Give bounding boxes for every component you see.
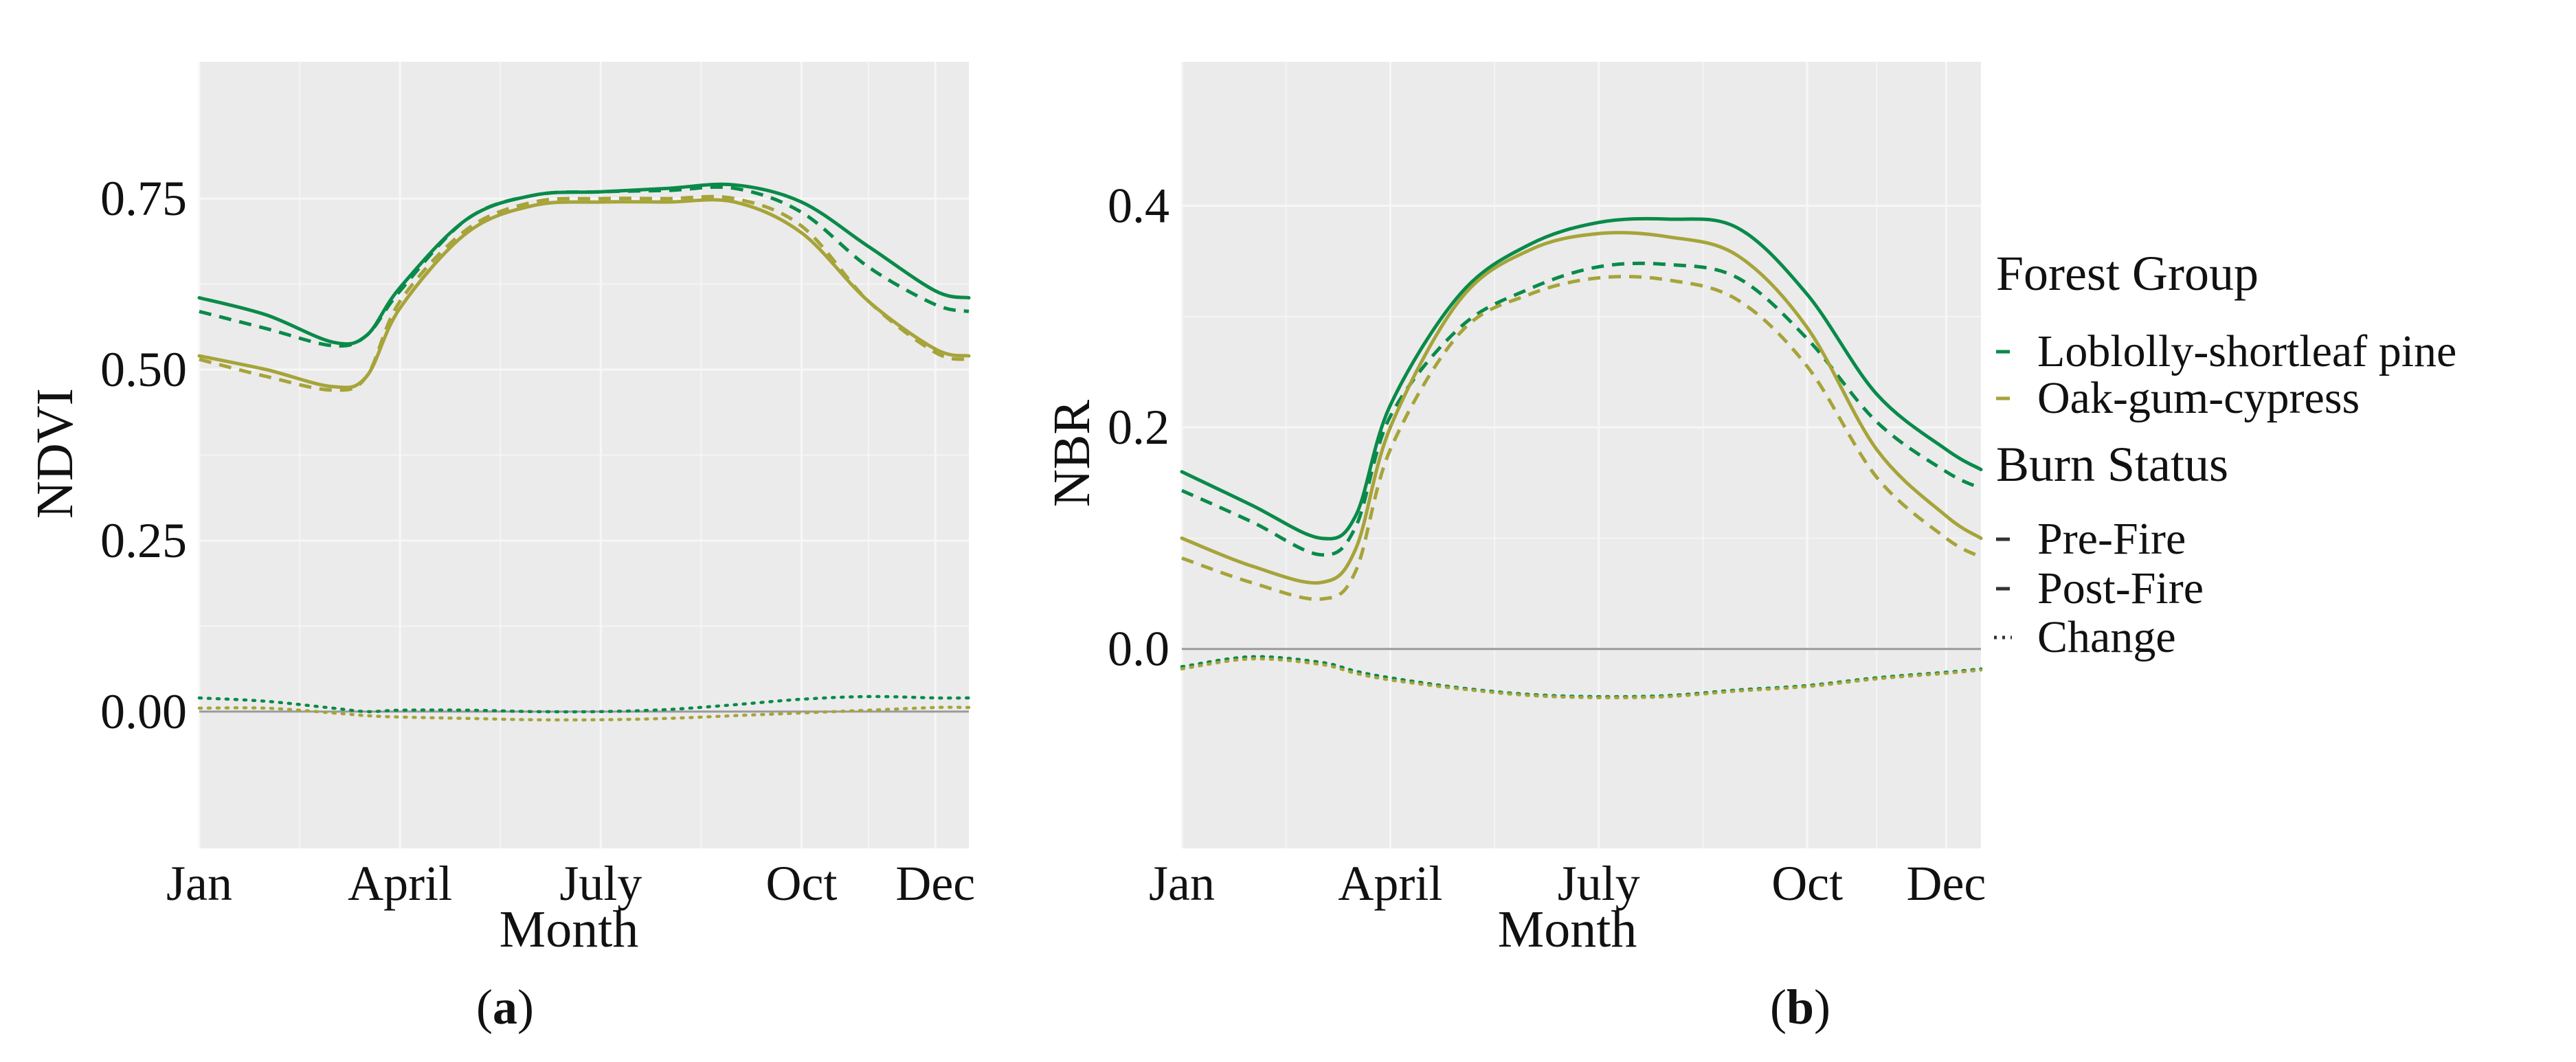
nbr-y-axis-title: NBR [1043, 400, 1101, 508]
ndvi-y-tick-label: 0.25 [100, 513, 187, 568]
legend-label-loblolly: Loblolly-shortleaf pine [2037, 326, 2456, 376]
ndvi-panel: 0.00 0.25 0.50 0.75 Jan April July Oct Dec Mont… [26, 62, 975, 1035]
nbr-x-tick-label: Oct [1771, 856, 1843, 911]
legend-label-pre-fire: Pre-Fire [2037, 514, 2186, 564]
ndvi-y-tick-label: 0.00 [100, 684, 187, 739]
legend-label-change: Change [2037, 612, 2176, 662]
nbr-x-axis-title: Month [1498, 901, 1637, 958]
ndvi-x-tick-label: Oct [766, 856, 838, 911]
nbr-panel: 0.0 0.2 0.4 Jan April July Oct Dec Month NBR (… [1043, 62, 1986, 1035]
nbr-x-tick-label: Dec [1906, 856, 1986, 911]
nbr-x-tick-label: Jan [1149, 856, 1215, 911]
ndvi-panel-caption: (a) [476, 980, 534, 1035]
legend-label-oak: Oak-gum-cypress [2037, 373, 2360, 423]
nbr-y-tick-label: 0.2 [1108, 400, 1169, 455]
ndvi-x-tick-label: April [348, 856, 452, 911]
nbr-x-tick-label: July [1558, 856, 1640, 911]
ndvi-series-loblolly-prefire [197, 182, 971, 346]
ndvi-y-axis-title: NDVI [26, 388, 84, 519]
nbr-x-tick-label: April [1338, 856, 1442, 911]
ndvi-x-tick-label: July [559, 856, 642, 911]
nbr-panel-caption: (b) [1770, 980, 1830, 1035]
nbr-y-tick-label: 0.4 [1108, 179, 1169, 234]
legend-burn-status-title: Burn Status [1996, 437, 2228, 492]
legend-forest-group-title: Forest Group [1996, 246, 2259, 301]
nbr-series-loblolly-prefire [1180, 216, 1983, 541]
nbr-series-group [1180, 216, 1983, 700]
nbr-series-loblolly-postfire [1180, 261, 1982, 557]
nbr-y-tick-labels: 0.0 0.2 0.4 [1108, 179, 1169, 677]
ndvi-series-group [197, 182, 971, 722]
ndvi-y-tick-label: 0.75 [100, 171, 187, 226]
ndvi-x-axis-title: Month [500, 901, 639, 958]
nbr-gridlines [1180, 62, 1981, 848]
nbr-y-tick-label: 0.0 [1108, 622, 1169, 677]
ndvi-x-tick-labels: Jan April July Oct Dec [166, 856, 975, 911]
nbr-series-oak-postfire [1181, 275, 1982, 601]
nbr-series-oak-prefire [1180, 231, 1983, 585]
nbr-x-tick-labels: Jan April July Oct Dec [1149, 856, 1986, 911]
ndvi-series-oak-prefire [197, 198, 971, 389]
legend-label-post-fire: Post-Fire [2037, 563, 2204, 613]
ndvi-y-tick-label: 0.50 [100, 342, 187, 397]
ndvi-series-loblolly-change [197, 694, 971, 714]
nbr-series-oak-change [1180, 657, 1983, 700]
ndvi-series-oak-change [197, 705, 971, 722]
nbr-plot-background [1182, 62, 1981, 848]
ndvi-gridlines [198, 62, 969, 848]
ndvi-caption-letter: a [493, 980, 517, 1035]
ndvi-x-tick-label: Dec [895, 856, 975, 911]
ndvi-x-tick-label: Jan [166, 856, 232, 911]
ndvi-y-tick-labels: 0.00 0.25 0.50 0.75 [100, 171, 187, 739]
ndvi-series-oak-postfire [199, 194, 970, 392]
legend: Forest Group Loblolly-shortleaf pine Oak… [1994, 246, 2456, 662]
nbr-caption-letter: b [1787, 980, 1814, 1035]
